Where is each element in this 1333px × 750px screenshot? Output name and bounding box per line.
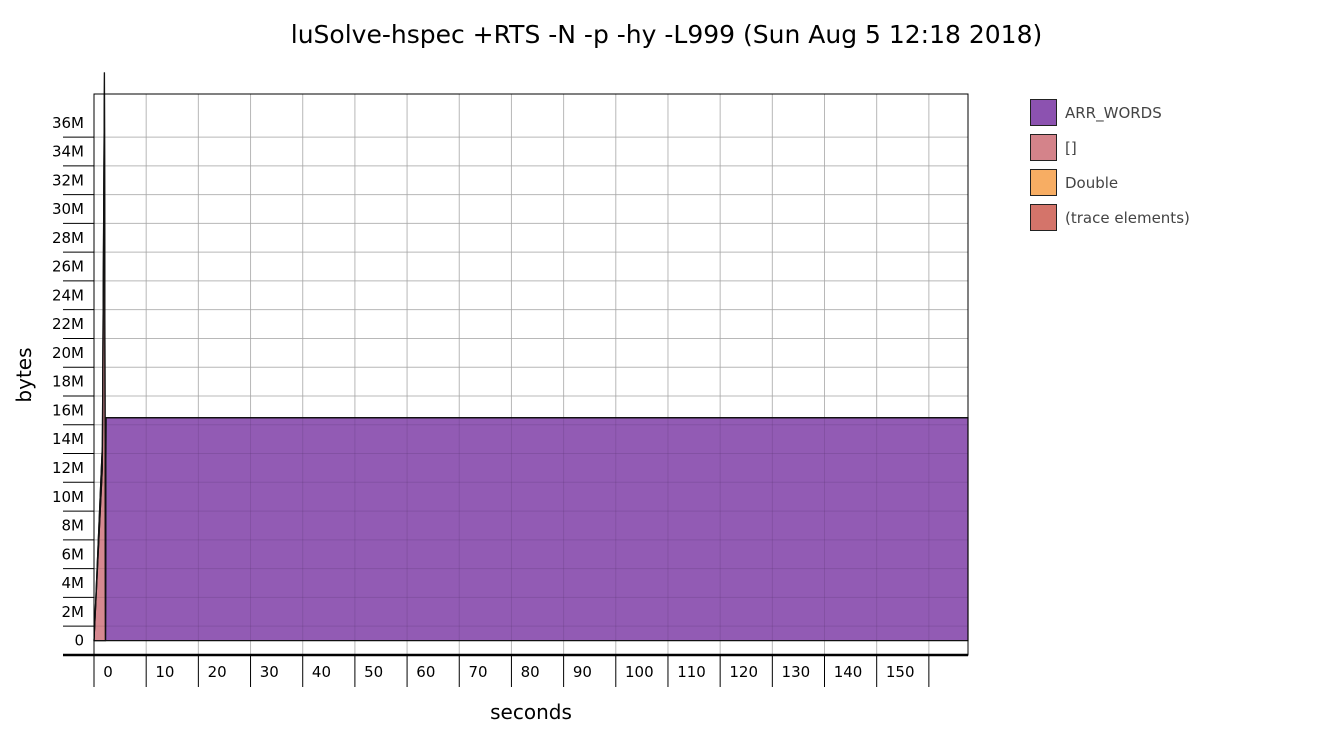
y-tick-label: 6M <box>62 545 85 563</box>
y-tick-label: 12M <box>52 459 84 477</box>
x-tick-label: 90 <box>573 663 592 681</box>
legend: ARR_WORDS [] Double (trace elements) <box>1030 95 1190 235</box>
x-tick-label: 30 <box>260 663 279 681</box>
legend-label: Double <box>1065 173 1119 192</box>
y-tick-label: 26M <box>52 258 84 276</box>
y-tick-label: 2M <box>62 603 85 621</box>
y-tick-label: 18M <box>52 373 84 391</box>
x-tick-label: 110 <box>677 663 706 681</box>
series-area-0 <box>94 417 969 642</box>
y-tick-label: 24M <box>52 286 84 304</box>
x-axis-label: seconds <box>490 700 572 724</box>
y-tick-label: 0 <box>74 632 84 650</box>
y-axis-label: bytes <box>12 347 36 402</box>
y-tick-label: 4M <box>62 574 85 592</box>
x-tick-label: 150 <box>886 663 915 681</box>
axes: 0 2M 4M 6M 8M 10M 12M 14M 16M 18M 20M 22M 24M 26M 28M 3… <box>52 93 969 687</box>
legend-swatch <box>1030 134 1057 161</box>
x-tick-label: 100 <box>625 663 654 681</box>
y-tick-label: 20M <box>52 344 84 362</box>
y-tick-label: 28M <box>52 229 84 247</box>
x-tick-label: 140 <box>834 663 863 681</box>
y-tick-label: 22M <box>52 315 84 333</box>
legend-item: (trace elements) <box>1030 200 1190 235</box>
legend-label: (trace elements) <box>1065 208 1190 227</box>
x-tick-label: 60 <box>416 663 435 681</box>
x-tick-label: 0 <box>103 663 113 681</box>
y-tick-label: 30M <box>52 200 84 218</box>
y-tick-label: 32M <box>52 171 84 189</box>
legend-item: Double <box>1030 165 1190 200</box>
legend-swatch <box>1030 169 1057 196</box>
y-tick-label: 14M <box>52 430 84 448</box>
x-tick-label: 120 <box>729 663 758 681</box>
x-tick-label: 10 <box>155 663 174 681</box>
y-tick-label: 34M <box>52 143 84 161</box>
x-tick-label: 20 <box>208 663 227 681</box>
legend-item: [] <box>1030 130 1190 165</box>
x-tick-label: 50 <box>364 663 383 681</box>
series-areas <box>93 72 969 656</box>
x-tick-label: 70 <box>468 663 487 681</box>
y-tick-label: 36M <box>52 114 84 132</box>
legend-swatch <box>1030 99 1057 126</box>
y-tick-label: 8M <box>62 517 85 535</box>
legend-label: ARR_WORDS <box>1065 103 1162 122</box>
y-tick-label: 10M <box>52 488 84 506</box>
y-tick-label: 16M <box>52 401 84 419</box>
series-area-3 <box>93 72 968 641</box>
legend-swatch <box>1030 204 1057 231</box>
x-tick-label: 40 <box>312 663 331 681</box>
x-tick-label: 130 <box>782 663 811 681</box>
legend-label: [] <box>1065 138 1077 157</box>
legend-item: ARR_WORDS <box>1030 95 1190 130</box>
x-tick-label: 80 <box>521 663 540 681</box>
chart-title: luSolve-hspec +RTS -N -p -hy -L999 (Sun … <box>290 20 1043 49</box>
